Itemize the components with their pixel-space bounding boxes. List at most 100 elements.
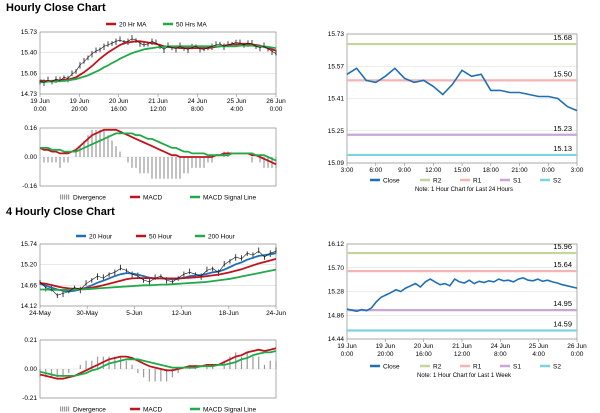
- hourly-macd-chart: 0.16 0.00 -0.16 Divergence MACD MACD Signal L…: [22, 125, 277, 202]
- x-tick-label: 30-May: [76, 310, 98, 317]
- divergence-swatch: [64, 194, 66, 200]
- chart-note: Note: 1 Hour Chart for Last 1 Week: [417, 373, 512, 379]
- series-line-close: [346, 277, 578, 313]
- divergence-swatch: [60, 406, 62, 412]
- x-tick-label: 20:00: [377, 351, 394, 358]
- plot-frame: [39, 243, 277, 307]
- x-tick-label: 3:00: [571, 167, 584, 174]
- x-tick-label: 21 Jun: [148, 98, 168, 105]
- divergence-swatch: [68, 406, 70, 412]
- x-tick-label: 12:00: [454, 351, 471, 358]
- plot-frame: [39, 31, 277, 95]
- legend-r1-label: R1: [473, 178, 482, 185]
- x-tick-label: 12-Jun: [172, 310, 192, 317]
- y-tick-label: 15.40: [21, 50, 38, 57]
- legend-macd-label: MACD: [143, 195, 162, 202]
- y-tick-label: 15.73: [328, 31, 345, 38]
- legend-close-label: Close: [383, 178, 400, 185]
- legend-close-label: Close: [383, 364, 400, 371]
- level-label-r2: 15.96: [553, 242, 572, 251]
- divergence-swatch: [68, 194, 70, 200]
- x-tick-label: 20:00: [71, 106, 88, 113]
- y-tick-label: 14.12: [21, 303, 38, 310]
- legend-s1-label: S1: [513, 364, 521, 371]
- y-tick-label: 15.70: [328, 265, 345, 272]
- x-tick-label: 24 Jun: [491, 343, 511, 350]
- series-line-200-hour: [40, 268, 277, 291]
- y-tick-label: 15.73: [21, 29, 38, 36]
- x-tick-label: 25 Jun: [529, 343, 549, 350]
- x-tick-label: 25 Jun: [227, 98, 247, 105]
- legend-r2-label: R2: [433, 364, 442, 371]
- legend-s2-label: S2: [553, 364, 561, 371]
- x-tick-label: 20 Jun: [414, 343, 434, 350]
- legend-50-hour-label: 50 Hour: [149, 234, 173, 241]
- x-tick-label: 16:00: [416, 351, 433, 358]
- divergence-swatch: [66, 406, 68, 412]
- divergence-legend-label: Divergence: [73, 195, 106, 202]
- legend-macd-signal-label: MACD Signal Line: [203, 195, 256, 202]
- legend-macd-signal-label: MACD Signal Line: [203, 407, 256, 413]
- divergence-swatch: [60, 194, 62, 200]
- series-line-close: [39, 38, 277, 83]
- legend-s2-label: S2: [553, 178, 561, 185]
- x-tick-label: 0:00: [34, 106, 47, 113]
- divergence-legend-label: Divergence: [73, 407, 106, 413]
- series-line-macd-signal-line: [40, 132, 277, 162]
- x-tick-label: 12:00: [150, 106, 167, 113]
- hourly-section-title: Hourly Close Chart: [6, 2, 106, 14]
- legend-200-hour-label: 200 Hour: [208, 234, 236, 241]
- four-hourly-macd-chart: 0.21 0.00 -0.21 Divergence MACD MACD Signal L…: [22, 337, 277, 413]
- x-tick-label: 20 Jun: [109, 98, 129, 105]
- x-tick-label: 12:00: [425, 167, 442, 174]
- four-hourly-levels-chart: 16.12 15.70 15.28 14.86 14.44 15.96 15.64 14.95…: [328, 241, 587, 379]
- x-tick-label: 19 Jun: [30, 98, 50, 105]
- series-line-macd: [39, 128, 277, 166]
- x-tick-label: 4:00: [230, 106, 243, 113]
- x-tick-label: 8:00: [191, 106, 204, 113]
- y-tick-label: 15.25: [328, 128, 345, 135]
- y-tick-label: 16.12: [328, 241, 345, 248]
- y-tick-label: 14.44: [328, 336, 345, 343]
- x-tick-label: 21 Jun: [452, 343, 472, 350]
- legend-50-hrs-ma-label: 50 Hrs MA: [176, 22, 207, 29]
- y-tick-label: 14.66: [21, 282, 38, 289]
- series-line-50-hrs-ma: [40, 44, 277, 84]
- y-tick-label: -0.21: [22, 395, 37, 402]
- x-tick-label: 4:00: [532, 351, 545, 358]
- x-tick-label: 19 Jun: [70, 98, 90, 105]
- legend-r2-label: R2: [433, 178, 442, 185]
- x-tick-label: 9:00: [398, 167, 411, 174]
- y-tick-label: 14.86: [328, 312, 345, 319]
- x-tick-label: 15:00: [454, 167, 471, 174]
- level-label-r2: 15.68: [553, 33, 572, 42]
- x-tick-label: 16:00: [111, 106, 128, 113]
- series-line-close: [346, 67, 578, 112]
- x-tick-label: 0:00: [270, 106, 283, 113]
- legend-20-hr-ma-label: 20 Hr MA: [119, 22, 147, 29]
- series-line-macd: [39, 347, 277, 380]
- x-tick-label: 18-Jun: [219, 310, 239, 317]
- y-tick-label: 15.74: [21, 241, 38, 248]
- level-label-s2: 14.59: [553, 320, 572, 329]
- level-label-s1: 15.23: [553, 124, 572, 133]
- y-tick-label: 0.16: [24, 125, 37, 132]
- series-line-macd-signal-line: [39, 350, 277, 377]
- level-label-r1: 15.64: [553, 260, 572, 269]
- chart-note: Note: 1 Hour Chart for Last 24 Hours: [415, 187, 513, 193]
- x-tick-label: 26 Jun: [266, 98, 286, 105]
- series-line-20-hour: [39, 252, 277, 293]
- y-tick-label: 0.00: [24, 366, 37, 373]
- divergence-swatch: [66, 194, 68, 200]
- y-tick-label: 15.20: [21, 262, 38, 269]
- y-tick-label: -0.16: [22, 183, 37, 190]
- y-tick-label: 15.09: [328, 160, 345, 167]
- x-tick-label: 24-Jun: [266, 310, 286, 317]
- y-tick-label: 15.06: [21, 70, 38, 77]
- x-tick-label: 0:00: [341, 351, 354, 358]
- x-tick-label: 26 Jun: [567, 343, 587, 350]
- y-tick-label: 0.00: [24, 154, 37, 161]
- level-label-s1: 14.95: [553, 299, 572, 308]
- x-tick-label: 6:00: [369, 167, 382, 174]
- legend-macd-label: MACD: [143, 407, 162, 413]
